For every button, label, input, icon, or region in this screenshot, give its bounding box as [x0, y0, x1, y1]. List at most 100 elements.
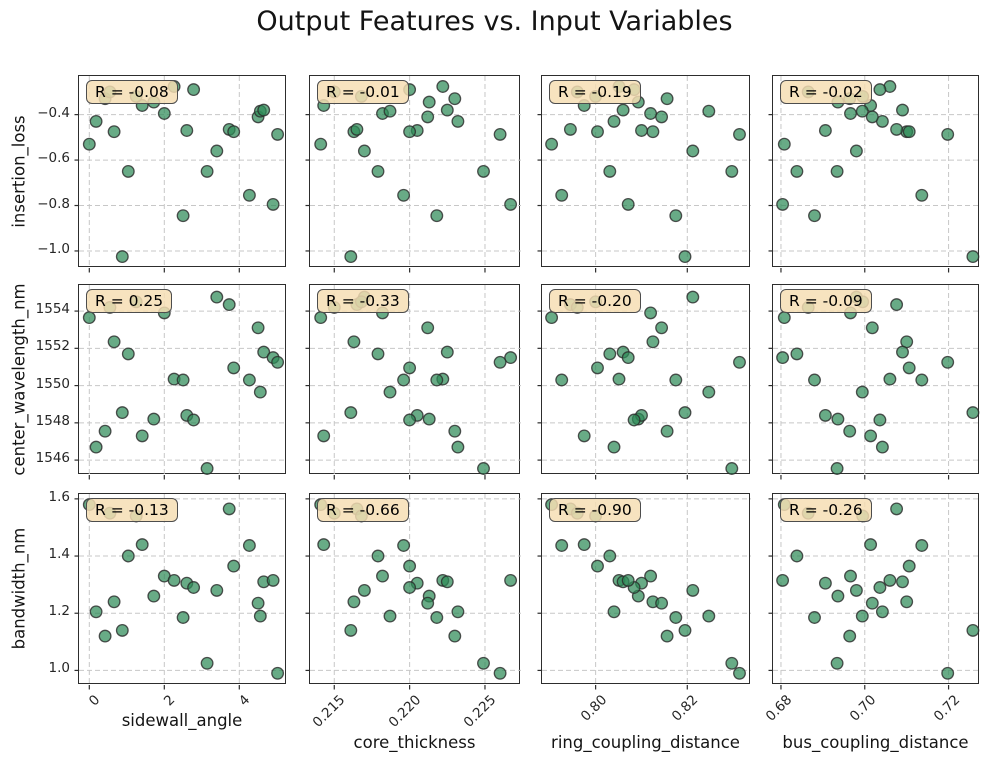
r-annotation: R = -0.02 — [780, 80, 872, 104]
data-point — [776, 573, 790, 587]
x-tick-label: 0.225 — [460, 692, 500, 731]
data-point — [440, 575, 454, 589]
data-point — [890, 298, 904, 312]
data-point — [448, 92, 462, 106]
data-point — [493, 127, 507, 141]
y-axis-title-text: center_wavelength_nm — [9, 282, 29, 476]
scatter-canvas — [537, 76, 751, 273]
x-tick-label: 0.82 — [669, 692, 702, 725]
subplot-center_wavelength_nm-vs-ring_coupling_distance: R = -0.20 — [537, 284, 751, 480]
data-point — [966, 623, 980, 637]
y-tick-label: 1.4 — [48, 546, 70, 563]
data-point — [603, 549, 617, 563]
data-point — [915, 373, 929, 387]
data-point — [210, 583, 224, 597]
data-point — [477, 656, 490, 670]
data-point — [865, 110, 879, 124]
data-point — [430, 373, 444, 387]
data-point — [621, 197, 635, 211]
data-point — [227, 361, 241, 375]
data-point — [669, 373, 683, 387]
data-point — [808, 209, 821, 223]
data-point — [678, 406, 692, 420]
x-axis-title-sidewall_angle: sidewall_angle — [121, 711, 243, 730]
data-point — [89, 440, 103, 454]
data-point — [344, 250, 358, 264]
data-point — [440, 345, 454, 359]
data-point — [545, 137, 559, 151]
data-point — [563, 122, 577, 136]
data-point — [98, 629, 112, 643]
data-point — [222, 502, 236, 516]
x-tick-label: 0.215 — [309, 692, 349, 731]
data-point — [808, 373, 821, 387]
data-point — [344, 406, 358, 420]
data-point — [902, 361, 916, 375]
data-point — [915, 188, 929, 202]
data-point — [555, 373, 569, 387]
data-point — [855, 104, 869, 118]
scatter-canvas — [768, 494, 980, 690]
data-point — [818, 124, 832, 137]
data-point — [776, 351, 790, 365]
data-point — [849, 144, 863, 158]
scatter-canvas — [74, 76, 287, 273]
scatter-canvas — [74, 285, 287, 480]
data-point — [314, 137, 328, 151]
data-point — [200, 462, 214, 475]
data-point — [545, 311, 559, 325]
y-axis-title-insertion_loss: insertion_loss — [6, 75, 32, 267]
data-point — [376, 569, 389, 583]
data-point — [733, 127, 746, 141]
data-point — [896, 103, 909, 117]
data-point — [865, 321, 879, 335]
x-tick-label: 0 — [86, 692, 104, 710]
data-point — [357, 144, 371, 158]
y-tick-label: 1.6 — [48, 488, 70, 505]
data-point — [317, 429, 331, 443]
data-point — [627, 413, 641, 427]
data-point — [612, 372, 626, 386]
r-annotation: R = -0.20 — [549, 289, 641, 313]
data-point — [115, 406, 129, 420]
data-point — [403, 559, 417, 573]
x-tick-label: 2 — [161, 692, 179, 710]
data-point — [890, 502, 904, 516]
data-point — [915, 539, 929, 552]
data-point — [504, 351, 518, 365]
data-point — [702, 104, 716, 118]
data-point — [121, 549, 135, 563]
data-point — [702, 385, 716, 399]
data-point — [646, 125, 660, 139]
data-point — [371, 549, 385, 563]
x-axis-title-bus_coupling_distance: bus_coupling_distance — [782, 733, 969, 752]
data-point — [89, 605, 103, 619]
data-point — [187, 83, 201, 97]
data-point — [176, 373, 190, 387]
data-point — [678, 623, 692, 637]
data-point — [607, 440, 621, 454]
data-point — [644, 306, 658, 320]
data-point — [422, 412, 436, 426]
data-point — [777, 137, 791, 151]
data-point — [82, 311, 96, 325]
data-point — [147, 589, 161, 603]
x-axis-title-core_thickness: core_thickness — [353, 733, 476, 752]
data-point — [733, 355, 746, 369]
data-point — [210, 290, 224, 304]
data-point — [403, 413, 417, 427]
data-point — [577, 538, 591, 552]
data-point — [271, 355, 285, 369]
subplot-insertion_loss-vs-sidewall_angle: R = -0.08 — [74, 75, 287, 273]
scatter-canvas — [537, 494, 751, 690]
data-point — [555, 539, 569, 552]
y-tick-label: −1.0 — [37, 240, 70, 257]
data-point — [941, 666, 955, 680]
data-point — [242, 539, 256, 552]
data-point — [669, 209, 683, 223]
data-point — [98, 424, 112, 438]
data-point — [180, 124, 194, 137]
data-point — [451, 114, 465, 128]
data-point — [777, 311, 791, 325]
data-point — [655, 110, 669, 124]
